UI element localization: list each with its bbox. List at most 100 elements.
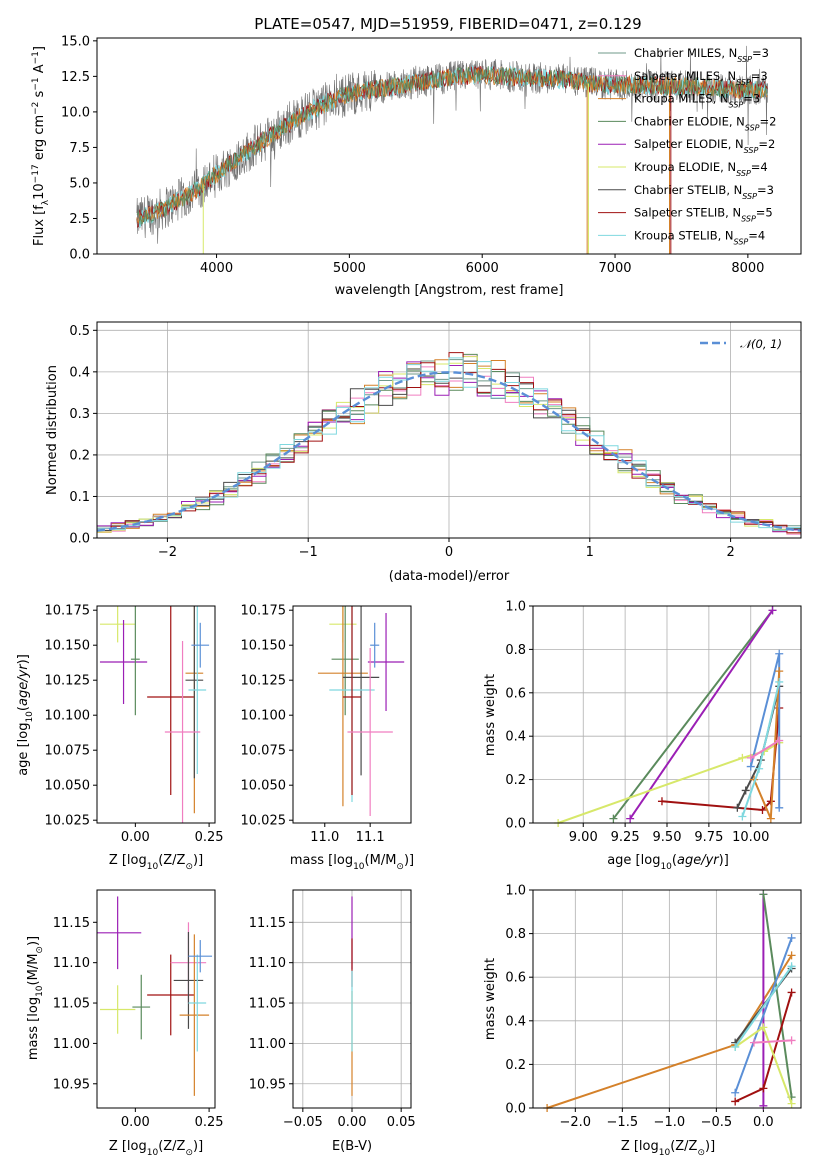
y-tick-label: 15.0	[61, 34, 90, 49]
x-tick-label: 11.0	[310, 830, 339, 845]
weight-marker	[731, 1042, 740, 1051]
weight-line	[762, 894, 793, 1098]
x-tick-label: −0.05	[283, 1115, 323, 1130]
y-tick-label: 10.150	[241, 639, 287, 654]
y-tick-label: 10.95	[53, 1077, 90, 1092]
x-tick-label: 0.0	[753, 1115, 774, 1130]
weight-line	[750, 739, 780, 759]
y-tick-label: 10.175	[45, 604, 91, 619]
y-tick-label: 0.0	[69, 532, 90, 547]
weight-marker	[755, 764, 764, 773]
x-tick-label: −2	[158, 545, 177, 560]
weight-marker	[775, 736, 784, 745]
weight-marker	[787, 1036, 796, 1045]
weight-marker	[775, 649, 784, 658]
x-axis-label: Z [log10(Z/Z⊙)]	[109, 853, 203, 872]
error-bar-point	[317, 606, 368, 807]
residual-panel: 0.0 0.1 0.2 0.3 0.4 0.5 −2 −1 0 1 2 𝒩(0, 1) (data-mo…	[45, 321, 802, 584]
weight-marker	[657, 797, 666, 806]
x-axis-label: (data-model)/error	[389, 569, 510, 584]
x-tick-label: 9.75	[694, 830, 723, 845]
x-tick-label: 0.00	[338, 1115, 367, 1130]
y-tick-label: 7.5	[69, 141, 90, 156]
weight-marker	[758, 805, 767, 814]
y-tick-label: 10.100	[45, 709, 91, 724]
weight-vs-age-panel: 0.0 0.2 0.4 0.6 0.8 1.0 9.00 9.25 9.50 9.75 10.00a…	[483, 600, 802, 872]
error-bar-point	[173, 931, 204, 1029]
error-bar-point	[99, 606, 136, 643]
y-tick-label: 10.150	[45, 639, 91, 654]
weight-marker	[626, 814, 635, 823]
y-tick-label: 10.0	[61, 105, 90, 120]
weight-marker	[759, 1023, 768, 1032]
y-tick-label: 11.05	[53, 997, 90, 1012]
axes-frame	[532, 605, 802, 824]
error-bar-point	[370, 622, 380, 668]
legend-entry: Salpeter STELIB, NSSP=5	[634, 206, 773, 224]
error-bars	[317, 606, 405, 816]
legend-entry: Chabrier MILES, NSSP=3	[634, 46, 769, 64]
axes-frame	[96, 37, 802, 255]
error-bars	[99, 606, 210, 823]
weight-marker	[759, 1084, 768, 1093]
spectrum-lines	[136, 45, 768, 254]
error-bar-point	[188, 940, 213, 973]
y-tick-label: 10.025	[241, 814, 287, 829]
x-tick-label: 8000	[731, 261, 764, 276]
y-tick-label: 0.3	[69, 407, 90, 422]
age-vs-metallicity-panel: 10.025 10.050 10.075 10.100 10.125 10.150 10.1…	[16, 604, 224, 872]
x-tick-label: 0.25	[195, 1115, 224, 1130]
y-tick-label: 0.6	[505, 686, 526, 701]
y-axis-label: age [log10(age/yr)]	[16, 654, 35, 776]
x-tick-label: −0.5	[701, 1115, 733, 1130]
weight-marker	[746, 762, 755, 771]
error-bar-point	[147, 606, 195, 795]
x-tick-label: −1.0	[654, 1115, 686, 1130]
y-tick-label: 1.0	[505, 884, 526, 899]
weight-marker	[749, 1038, 758, 1047]
mass-vs-metallicity-panel: 10.95 11.00 11.05 11.10 11.15 0.00 0.25 Z [log1…	[26, 889, 224, 1158]
y-tick-label: 10.075	[241, 744, 287, 759]
weight-marker	[787, 962, 796, 971]
x-axis-label: Z [log10(Z/Z⊙)]	[109, 1139, 203, 1158]
histograms	[97, 352, 801, 535]
x-tick-label: 10.00	[732, 830, 769, 845]
weight-marker	[787, 933, 796, 942]
error-bar-point	[164, 641, 201, 823]
legend-entry: Salpeter MILES, NSSP=3	[634, 69, 768, 87]
y-tick-label: 11.15	[53, 916, 90, 931]
y-tick-label: 1.0	[505, 600, 526, 615]
error-bar-point	[191, 622, 210, 668]
y-tick-label: 0.1	[69, 490, 90, 505]
x-tick-label: 0.00	[121, 830, 150, 845]
y-tick-label: 11.10	[53, 956, 90, 971]
y-tick-label: 10.125	[45, 674, 91, 689]
axes-frame	[292, 889, 412, 1109]
weight-marker	[787, 988, 796, 997]
axes-frame	[532, 889, 802, 1109]
x-axis-label: age [log10(age/yr)]	[607, 853, 729, 872]
y-tick-label: 10.175	[241, 604, 287, 619]
x-tick-label: 0.25	[195, 830, 224, 845]
legend-entry: Salpeter ELODIE, NSSP=2	[634, 137, 775, 155]
y-tick-label: 0.4	[69, 365, 90, 380]
x-axis-label: E(B-V)	[332, 1139, 372, 1154]
y-tick-label: 12.5	[61, 70, 90, 85]
y-tick-label: 11.10	[249, 956, 286, 971]
x-tick-label: 2	[726, 545, 734, 560]
error-bar-point	[331, 606, 359, 716]
weight-line	[557, 741, 780, 824]
weight-line	[629, 609, 774, 820]
error-bar-point	[99, 620, 148, 704]
y-axis-label: mass [log10(M/M⊙)]	[26, 936, 45, 1060]
error-bar-point	[188, 606, 207, 774]
error-bar-point	[185, 606, 204, 779]
mass-vs-ebv-panel: 10.95 11.00 11.05 11.10 11.15 −0.05 0.00 0.05 E(…	[249, 889, 416, 1154]
legend-entry: Kroupa MILES, NSSP=3	[634, 92, 760, 110]
age-vs-mass-panel: 10.025 10.050 10.075 10.100 10.125 10.150 10.1…	[241, 604, 415, 872]
axes-frame	[96, 321, 802, 539]
error-bar-point	[97, 896, 142, 970]
x-tick-label: 0	[445, 545, 453, 560]
error-bar-point	[179, 934, 210, 1096]
y-tick-label: 10.125	[241, 674, 287, 689]
